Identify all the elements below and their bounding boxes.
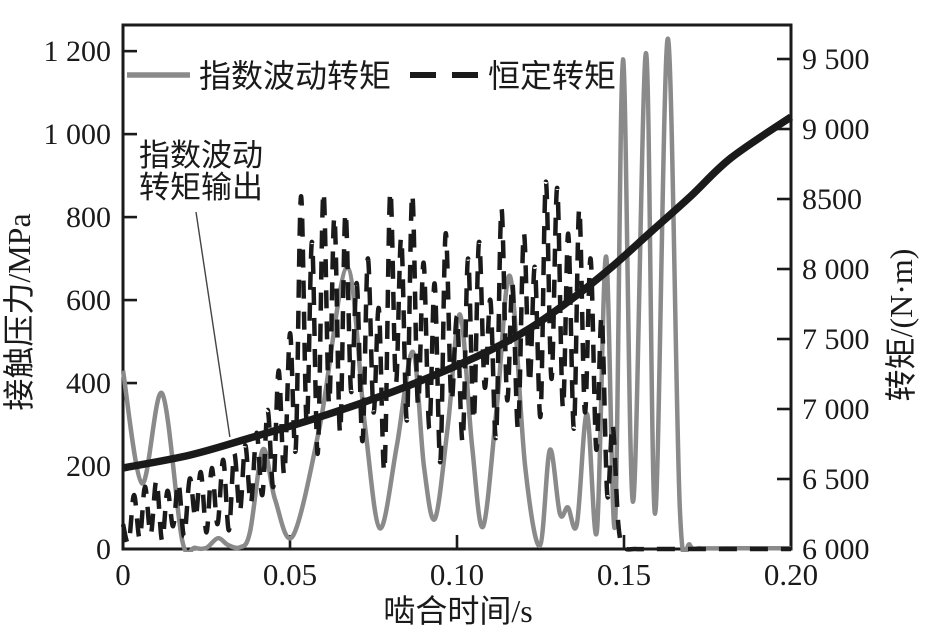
yleft-tick-label: 0 — [96, 533, 111, 566]
series-torque-output — [122, 113, 793, 472]
series-fluctuating-torque — [121, 36, 791, 552]
x-tick-label: 0 — [115, 557, 131, 592]
yleft-tick-label: 800 — [66, 201, 111, 234]
yright-tick-label: 8 000 — [802, 253, 870, 286]
annotation-leader-line — [195, 211, 231, 438]
yright-tick-label: 9 000 — [802, 113, 870, 146]
yleft-tick-label: 200 — [66, 450, 111, 483]
x-tick-label: 0.20 — [764, 557, 818, 592]
x-tick-label: 0.10 — [430, 557, 484, 592]
legend-label-fluctuating-torque: 指数波动转矩 — [199, 58, 391, 94]
x-tick-label: 0.05 — [263, 557, 317, 592]
yright-tick-label: 7 500 — [802, 323, 870, 356]
yleft-tick-label: 600 — [66, 284, 111, 317]
series-constant-torque — [121, 179, 791, 552]
left-axis-title: 接触压力/MPa — [1, 213, 37, 410]
yright-tick-label: 8500 — [802, 183, 862, 216]
legend: 指数波动转矩 恒定转矩 — [127, 58, 616, 94]
yright-tick-label: 9 500 — [802, 43, 870, 76]
annotation-line1: 指数波动 — [139, 138, 263, 173]
yright-tick-label: 6 500 — [802, 463, 870, 496]
yleft-tick-label: 400 — [66, 367, 111, 400]
annotation-line2: 转矩输出 — [139, 170, 263, 205]
yright-tick-label: 7 000 — [802, 393, 870, 426]
yleft-tick-label: 1 200 — [44, 35, 112, 68]
axis-ticks: 0 0.05 0.10 0.15 0.20 0 200 400 600 800 1 000 1 200… — [44, 35, 870, 592]
x-tick-label: 0.15 — [597, 557, 651, 592]
yleft-tick-label: 1 000 — [44, 118, 112, 151]
right-axis-title: 转矩/(N·m) — [883, 249, 919, 402]
x-axis-title: 啮合时间/s — [383, 593, 532, 629]
data-curves — [121, 36, 793, 552]
yright-tick-label: 6 000 — [802, 533, 870, 566]
plot-frame — [121, 23, 793, 551]
legend-label-constant-torque: 恒定转矩 — [488, 58, 616, 94]
